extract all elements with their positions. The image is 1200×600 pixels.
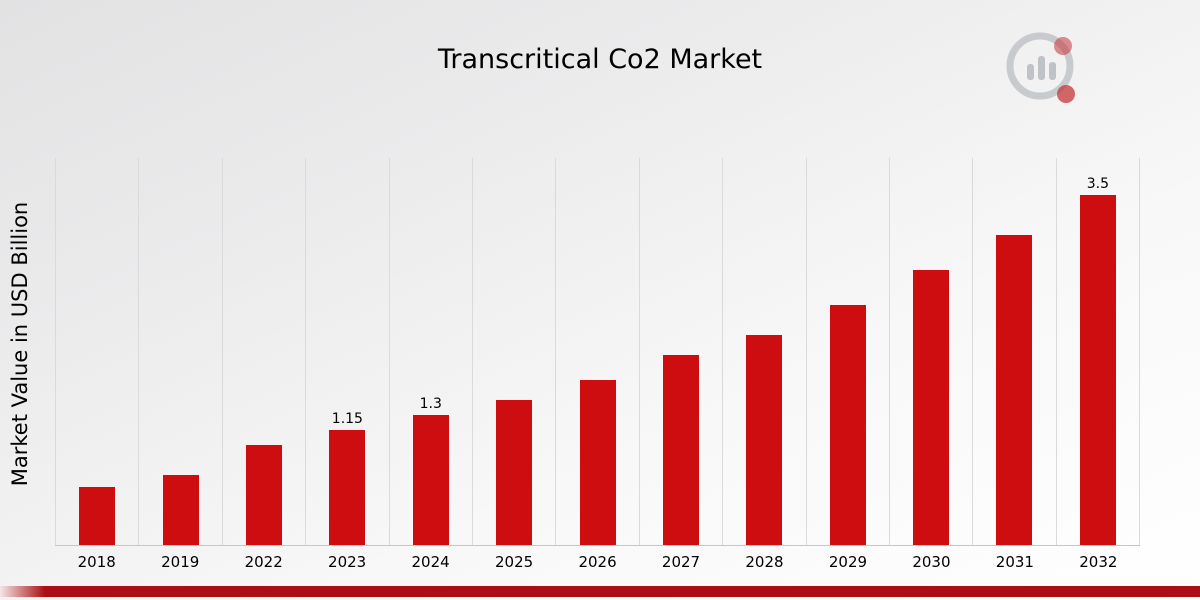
chart-column-2019 bbox=[138, 158, 221, 545]
bar-2032 bbox=[1079, 195, 1116, 545]
x-axis-label-2031: 2031 bbox=[995, 553, 1034, 571]
bar-2022 bbox=[245, 445, 282, 545]
x-axis-label-2027: 2027 bbox=[661, 553, 701, 571]
bar-2024 bbox=[412, 415, 449, 545]
bar-value-label-2023: 1.15 bbox=[331, 411, 363, 427]
bar-2023 bbox=[329, 430, 366, 545]
chart-column-2030 bbox=[888, 158, 972, 545]
chart-column-2027 bbox=[638, 158, 722, 545]
x-axis-label-2018: 2018 bbox=[77, 553, 116, 571]
company-logo-icon bbox=[1006, 32, 1075, 103]
bar-2031 bbox=[996, 235, 1033, 545]
chart-column-2028 bbox=[722, 158, 805, 545]
bar-2026 bbox=[579, 380, 616, 545]
bar-2030 bbox=[913, 270, 950, 545]
bar-2029 bbox=[829, 305, 866, 545]
x-axis-labels: 2018 2019 2022 2023 2024 2025 2026 2027 2028 2029… bbox=[55, 553, 1140, 571]
x-axis-label-2023: 2023 bbox=[328, 553, 367, 571]
chart-column-2024: 1.3 bbox=[388, 158, 472, 545]
x-axis-label-2026: 2026 bbox=[578, 553, 617, 571]
x-axis-label-2029: 2029 bbox=[828, 553, 868, 571]
chart-column-2025 bbox=[471, 158, 555, 545]
y-axis-title: Market Value in USD Billion bbox=[8, 201, 32, 487]
x-axis-label-2022: 2022 bbox=[244, 553, 283, 571]
x-axis-label-2025: 2025 bbox=[494, 553, 534, 571]
chart-column-2023: 1.15 bbox=[305, 158, 388, 545]
bar-2025 bbox=[496, 400, 533, 545]
chart-column-2018 bbox=[55, 158, 138, 545]
bottom-red-strip bbox=[0, 586, 1200, 597]
bar-2018 bbox=[79, 487, 116, 545]
chart-column-2031 bbox=[972, 158, 1055, 545]
chart-column-2032: 3.5 bbox=[1055, 158, 1141, 545]
x-axis-label-2030: 2030 bbox=[912, 553, 951, 571]
bar-value-label-2032: 3.5 bbox=[1086, 176, 1110, 192]
x-axis-label-2024: 2024 bbox=[411, 553, 450, 571]
bar-2019 bbox=[162, 475, 199, 545]
x-axis-label-2032: 2032 bbox=[1079, 553, 1118, 571]
x-axis-label-2028: 2028 bbox=[745, 553, 784, 571]
chart-column-2029 bbox=[805, 158, 889, 545]
chart-column-2022 bbox=[221, 158, 305, 545]
bar-value-label-2024: 1.3 bbox=[419, 396, 442, 412]
chart-column-2026 bbox=[555, 158, 638, 545]
plot-area: 1.15 1.3 3.5 bbox=[55, 158, 1141, 546]
page-title: Transcritical Co2 Market bbox=[437, 44, 763, 75]
bar-2028 bbox=[746, 335, 783, 545]
x-axis-label-2019: 2019 bbox=[161, 553, 200, 571]
bar-2027 bbox=[662, 355, 699, 545]
